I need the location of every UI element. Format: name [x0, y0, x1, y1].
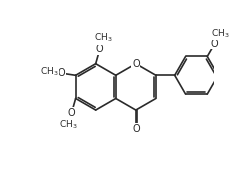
Text: O: O	[57, 68, 65, 78]
Text: O: O	[211, 39, 218, 49]
Text: O: O	[96, 45, 104, 54]
Text: O: O	[68, 108, 76, 118]
Text: CH$_3$: CH$_3$	[94, 32, 112, 44]
Text: CH$_3$: CH$_3$	[211, 27, 230, 39]
Text: CH$_3$: CH$_3$	[59, 118, 78, 131]
Text: O: O	[132, 124, 140, 134]
Text: O: O	[132, 59, 140, 69]
Text: CH$_3$: CH$_3$	[40, 65, 58, 78]
